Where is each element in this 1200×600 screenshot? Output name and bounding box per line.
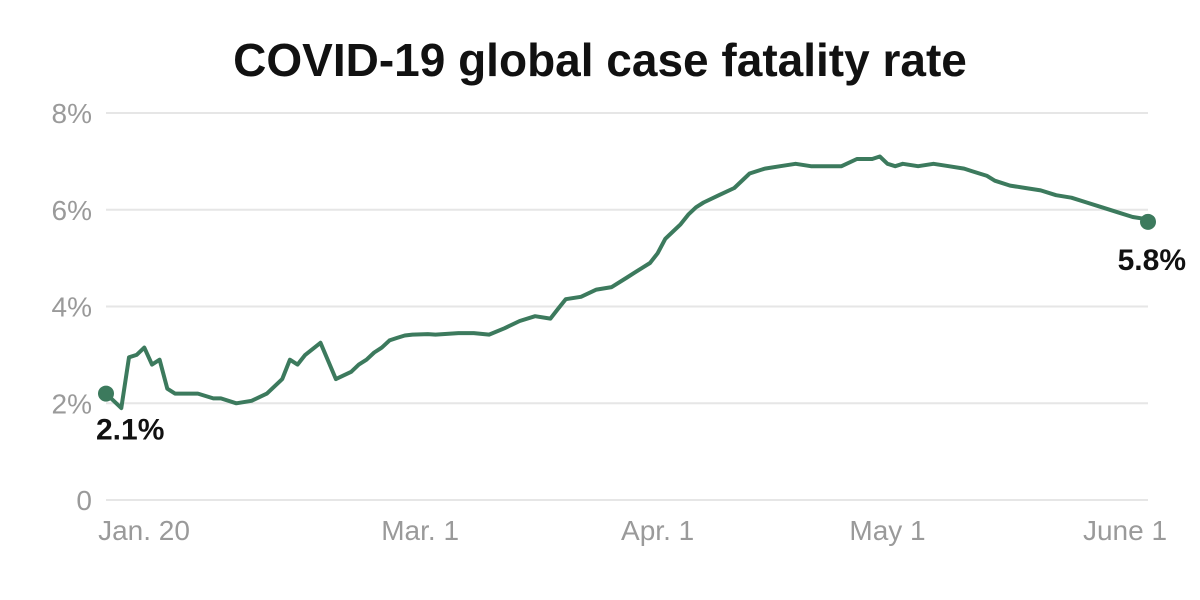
- y-tick-label: 4%: [52, 292, 92, 323]
- endpoint-marker: [1140, 213, 1156, 230]
- x-tick-label: Jan. 20: [98, 515, 190, 546]
- y-tick-label: 8%: [52, 98, 92, 129]
- y-tick-label: 6%: [52, 195, 92, 226]
- x-tick-label: June 1: [1083, 515, 1167, 546]
- x-axis-ticks: Jan. 20 Mar. 1 Apr. 1 May 1 June 1: [98, 515, 1167, 546]
- chart-title: COVID-19 global case fatality rate: [233, 34, 967, 86]
- data-label: 2.1%: [96, 414, 164, 447]
- data-label: 5.8%: [1118, 244, 1186, 277]
- series-lines: [104, 154, 1150, 411]
- x-tick-label: Apr. 1: [621, 515, 694, 546]
- y-tick-label: 2%: [52, 388, 92, 419]
- x-tick-label: May 1: [849, 515, 925, 546]
- y-axis-ticks: 0 2% 4% 6% 8%: [52, 98, 92, 516]
- gridlines: [106, 112, 1148, 501]
- y-tick-label: 0: [76, 485, 92, 516]
- end-annotations: 2.1% 5.8%: [96, 213, 1186, 447]
- endpoint-marker: [98, 385, 114, 402]
- x-tick-label: Mar. 1: [381, 515, 459, 546]
- series-line-0: [104, 154, 1150, 411]
